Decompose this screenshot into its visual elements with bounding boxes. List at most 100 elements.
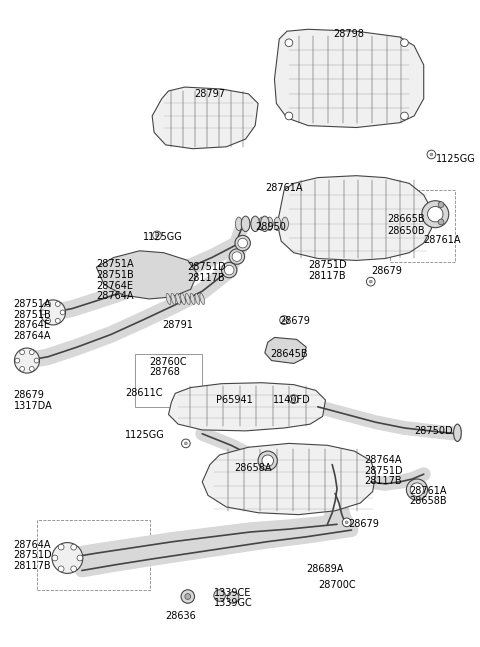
Ellipse shape (195, 293, 200, 305)
Text: 28751B: 28751B (96, 270, 134, 280)
Circle shape (401, 39, 408, 47)
Circle shape (407, 479, 428, 500)
Circle shape (14, 348, 39, 373)
Circle shape (60, 310, 65, 315)
Circle shape (185, 593, 191, 599)
Circle shape (156, 234, 158, 237)
Circle shape (229, 249, 245, 264)
Circle shape (52, 555, 58, 561)
Text: P65941: P65941 (216, 395, 252, 405)
Ellipse shape (243, 217, 250, 230)
Polygon shape (202, 443, 375, 514)
Circle shape (224, 265, 234, 275)
Text: 28689A: 28689A (306, 564, 344, 574)
Circle shape (71, 544, 76, 550)
Ellipse shape (176, 293, 180, 305)
Circle shape (29, 350, 34, 355)
Text: 28764E: 28764E (96, 281, 133, 291)
Text: 28761A: 28761A (409, 486, 447, 496)
Text: 28650B: 28650B (387, 226, 425, 236)
Text: 28764E: 28764E (13, 320, 50, 330)
Circle shape (20, 366, 24, 371)
Ellipse shape (236, 217, 242, 230)
Text: 28950: 28950 (255, 222, 286, 232)
Text: 1339CE: 1339CE (214, 588, 251, 598)
Circle shape (58, 544, 64, 550)
Circle shape (342, 518, 351, 527)
Text: 28679: 28679 (279, 316, 310, 326)
Circle shape (214, 590, 225, 601)
Circle shape (181, 439, 190, 448)
Circle shape (221, 262, 237, 278)
Text: 28645B: 28645B (271, 349, 308, 359)
Ellipse shape (171, 293, 176, 305)
Text: 28751D: 28751D (364, 466, 403, 476)
Circle shape (227, 592, 239, 603)
Text: 28751D: 28751D (308, 261, 347, 270)
Text: 28764A: 28764A (13, 331, 51, 341)
Text: 1125GG: 1125GG (143, 232, 182, 241)
Text: 28658A: 28658A (234, 463, 272, 473)
Text: 28636: 28636 (166, 611, 196, 621)
Circle shape (366, 278, 375, 286)
Text: 28764A: 28764A (364, 455, 401, 465)
Ellipse shape (266, 217, 273, 230)
Text: 28764A: 28764A (13, 540, 51, 550)
Text: 28679: 28679 (348, 518, 380, 529)
Circle shape (438, 219, 444, 225)
Text: 1140FD: 1140FD (273, 395, 310, 405)
Ellipse shape (251, 216, 260, 232)
Ellipse shape (251, 217, 258, 230)
Circle shape (292, 398, 295, 400)
Circle shape (262, 455, 274, 466)
Ellipse shape (166, 293, 171, 305)
Text: 28665B: 28665B (387, 214, 425, 225)
Circle shape (232, 252, 242, 261)
Text: 28751A: 28751A (96, 259, 134, 269)
Text: 28798: 28798 (333, 29, 364, 39)
Text: 28764A: 28764A (96, 291, 134, 302)
Text: 28750D: 28750D (414, 426, 453, 436)
Ellipse shape (259, 217, 265, 230)
Text: 28117B: 28117B (13, 561, 51, 571)
Circle shape (410, 483, 424, 496)
Circle shape (77, 555, 83, 561)
Text: 28791: 28791 (162, 320, 192, 330)
Text: 28797: 28797 (194, 89, 226, 99)
Ellipse shape (185, 293, 190, 305)
Ellipse shape (454, 424, 461, 441)
Text: 28117B: 28117B (308, 271, 346, 281)
Circle shape (15, 358, 20, 363)
Text: 28751D: 28751D (187, 262, 226, 272)
Circle shape (184, 442, 187, 445)
Circle shape (369, 280, 372, 283)
Text: 28117B: 28117B (364, 476, 402, 486)
Circle shape (285, 112, 293, 120)
Circle shape (55, 318, 60, 323)
Ellipse shape (190, 293, 195, 305)
Text: 1339GC: 1339GC (214, 598, 252, 608)
Circle shape (181, 590, 194, 603)
Circle shape (55, 302, 60, 307)
Circle shape (422, 201, 449, 228)
Text: 28700C: 28700C (318, 580, 355, 590)
Text: 28117B: 28117B (187, 273, 225, 283)
Circle shape (71, 566, 76, 572)
Circle shape (46, 318, 50, 323)
Circle shape (345, 521, 348, 524)
Circle shape (427, 150, 436, 159)
Circle shape (34, 358, 39, 363)
Circle shape (280, 316, 288, 324)
Ellipse shape (274, 217, 281, 230)
Text: 1125GG: 1125GG (436, 155, 476, 164)
Polygon shape (275, 29, 424, 127)
Ellipse shape (241, 216, 250, 232)
Circle shape (438, 202, 444, 208)
Circle shape (430, 153, 433, 156)
Polygon shape (265, 338, 306, 364)
Circle shape (153, 231, 161, 240)
Circle shape (428, 206, 443, 222)
Ellipse shape (282, 217, 288, 230)
Polygon shape (96, 251, 197, 299)
Text: 1317DA: 1317DA (13, 401, 52, 411)
